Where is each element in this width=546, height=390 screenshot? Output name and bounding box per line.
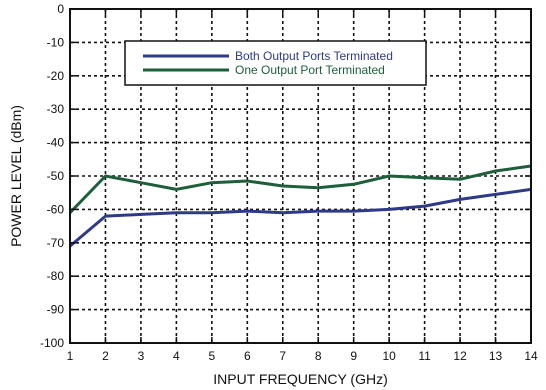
y-tick-label: -40	[47, 136, 65, 150]
y-axis-title: POWER LEVEL (dBm)	[8, 105, 24, 247]
y-tick-label: -100	[40, 336, 64, 350]
x-tick-label: 8	[315, 349, 322, 363]
y-tick-label: 0	[57, 2, 64, 16]
x-tick-label: 6	[244, 349, 251, 363]
x-tick-label: 1	[67, 349, 74, 363]
y-tick-label: -20	[47, 69, 65, 83]
x-tick-label: 9	[350, 349, 357, 363]
y-tick-label: -50	[47, 169, 65, 183]
x-tick-label: 7	[279, 349, 286, 363]
legend-label: Both Output Ports Terminated	[235, 49, 393, 63]
x-tick-label: 12	[453, 349, 467, 363]
x-tick-label: 14	[524, 349, 538, 363]
x-tick-label: 11	[418, 349, 431, 363]
y-tick-label: -80	[47, 269, 65, 283]
x-tick-label: 4	[173, 349, 180, 363]
x-tick-labels: 1 2 3 4 5 6 7 8 9 10 11 12 13 14	[67, 349, 538, 363]
x-tick-label: 13	[489, 349, 503, 363]
legend-label: One Output Port Terminated	[235, 63, 385, 77]
x-tick-label: 10	[382, 349, 396, 363]
series-lines	[68, 164, 532, 248]
legend-box	[124, 40, 427, 86]
x-tick-label: 3	[138, 349, 145, 363]
y-tick-label: -70	[47, 236, 65, 250]
x-axis-title: INPUT FREQUENCY (GHz)	[213, 371, 388, 387]
y-tick-label: -10	[47, 35, 65, 49]
x-tick-label: 2	[102, 349, 109, 363]
x-tick-label: 5	[209, 349, 216, 363]
y-tick-label: -60	[47, 202, 65, 216]
y-tick-label: -90	[47, 303, 65, 317]
series-line	[68, 164, 532, 214]
y-tick-label: -30	[47, 102, 65, 116]
series-line	[69, 187, 532, 248]
tick-marks	[69, 8, 532, 344]
y-tick-labels: 0 -10 -20 -30 -40 -50 -60 -70 -80 -90 -100	[40, 2, 64, 350]
